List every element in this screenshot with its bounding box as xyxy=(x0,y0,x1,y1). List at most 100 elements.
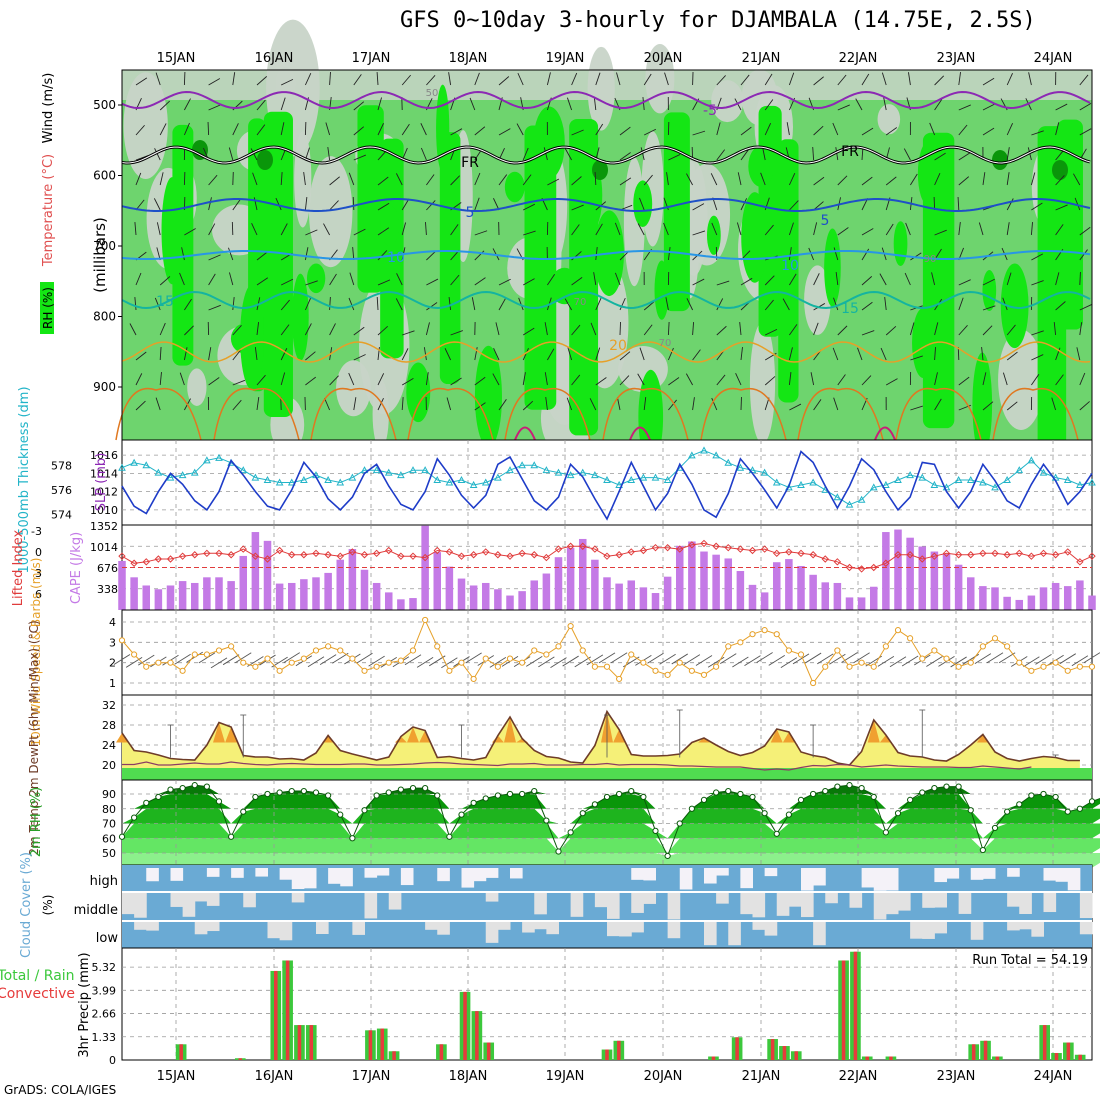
cape-bar xyxy=(203,577,211,610)
pressure-tick-label: 900 xyxy=(93,380,116,394)
wind-barb xyxy=(522,278,535,286)
wind-barb xyxy=(280,278,294,286)
wind-barb xyxy=(813,76,824,86)
grads-credit: GrADS: COLA/IGES xyxy=(4,1083,117,1097)
wind-barb xyxy=(1055,374,1064,386)
wind-barb xyxy=(280,97,286,111)
bottom-date-label: 17JAN xyxy=(352,1069,391,1084)
cape-bar xyxy=(797,565,805,610)
wind-barb xyxy=(251,222,258,236)
wind-barb xyxy=(958,279,971,286)
wind10m-speed-line-point xyxy=(228,643,235,650)
rh2m-line-point xyxy=(373,792,380,799)
wind-barb xyxy=(305,229,318,236)
wind10m-barb xyxy=(889,656,907,668)
wind10m-speed-line-point xyxy=(494,663,501,670)
wind10m-barb xyxy=(1059,653,1076,665)
contour-30 xyxy=(514,426,536,441)
cloud-clear-segment xyxy=(194,893,208,902)
wind-barb xyxy=(595,123,604,136)
wind10m-speed-line-point xyxy=(664,671,671,678)
cape-bar xyxy=(1039,587,1048,610)
wind-barb xyxy=(450,274,460,286)
lifted-index-point xyxy=(688,541,696,549)
wind-barb xyxy=(903,148,911,161)
wind-barb xyxy=(420,147,427,161)
cloud-clear-segment xyxy=(1043,893,1057,913)
lifted-index-point xyxy=(1027,552,1036,560)
precip-convective-bar xyxy=(711,1056,716,1060)
precip-tick-label: 3.99 xyxy=(92,984,117,997)
rh-dry-patch xyxy=(308,156,353,268)
wind-barb xyxy=(1079,103,1092,111)
wind-barb xyxy=(208,223,216,236)
cape-bar xyxy=(348,549,357,610)
upper-air-panel: -5 FR FR 5 5 10 10 15 15 20 50 70 70 90 xyxy=(115,19,1093,465)
wind-barb xyxy=(567,347,573,361)
top-date-label: 23JAN xyxy=(937,51,976,66)
wind-barb xyxy=(665,297,669,311)
lifted-index-point xyxy=(870,563,878,572)
lifted-index-point xyxy=(748,546,757,555)
pressure-tick-label: 600 xyxy=(93,169,116,183)
wind-barb xyxy=(208,254,221,261)
wind-barb xyxy=(522,174,532,186)
rh2m-line-point xyxy=(494,792,501,799)
wind10m-axis-label: 10m Wind Speed & Barbs (m/s) xyxy=(29,558,43,747)
cloud-clear-segment xyxy=(788,893,802,907)
wind-barb xyxy=(1030,172,1036,186)
wind-barb xyxy=(619,375,630,386)
wind-barb xyxy=(377,227,390,236)
wind10m-barb xyxy=(1071,655,1089,667)
temp2m-tick-label: 32 xyxy=(102,699,116,712)
slp-axis-label: SLP (mb) xyxy=(94,453,109,512)
rh2m-line-point xyxy=(785,811,792,818)
cape-bar xyxy=(130,577,138,610)
lifted-index-point xyxy=(1015,549,1023,558)
wind-barb xyxy=(1055,204,1068,211)
precip-convective-bar xyxy=(439,1044,444,1060)
wind-barb xyxy=(740,347,743,361)
lifted-index-point xyxy=(857,565,866,573)
wind-barb xyxy=(934,322,939,336)
wind-barb xyxy=(207,121,210,136)
lifted-index-point xyxy=(433,546,441,555)
bottom-date-label: 24JAN xyxy=(1034,1069,1073,1084)
wind10m-speed-line-point xyxy=(118,637,126,644)
precip-total-legend: Total / Rain xyxy=(0,968,75,984)
wind10m-barb xyxy=(319,654,337,666)
cape-bar xyxy=(809,574,817,610)
bottom-date-label: 15JAN xyxy=(157,1069,196,1084)
rh2m-line-point xyxy=(749,793,756,801)
thickness-axis-label: 1000-500mb Thickness (dm) xyxy=(17,386,32,573)
lifted-index-point xyxy=(615,551,623,559)
rh-dry-patch xyxy=(372,379,389,450)
cloud-clear-segment xyxy=(1067,868,1081,891)
cloud-clear-segment xyxy=(291,868,305,890)
wind-barb xyxy=(377,250,388,261)
cloud-clear-segment xyxy=(364,868,378,878)
wind-barb xyxy=(281,78,294,86)
wind-barb xyxy=(377,123,384,136)
thickness-line-point xyxy=(930,480,939,488)
wind-barb xyxy=(522,400,534,411)
cloud-clear-segment xyxy=(934,868,947,883)
wind10m-speed-line-point xyxy=(349,655,356,662)
lifted-index-point xyxy=(760,545,769,553)
thickness-line-point xyxy=(979,478,987,486)
cape-axis-label: CAPE (J/kg) xyxy=(69,532,84,604)
wind-barb xyxy=(154,148,161,161)
wind-barb xyxy=(1074,197,1081,211)
cape-bar xyxy=(700,551,708,610)
wind10m-barb xyxy=(877,655,895,667)
cloud-clear-segment xyxy=(813,868,826,886)
temp2m-tick-label: 20 xyxy=(102,759,116,772)
wind-barb xyxy=(789,403,802,411)
thickness-line-point xyxy=(494,473,502,481)
lifted-index-point xyxy=(942,549,951,558)
contour-20 xyxy=(121,341,1091,363)
wind-barb xyxy=(329,71,331,86)
wind-barb xyxy=(619,177,632,186)
wind-barb xyxy=(329,323,336,336)
